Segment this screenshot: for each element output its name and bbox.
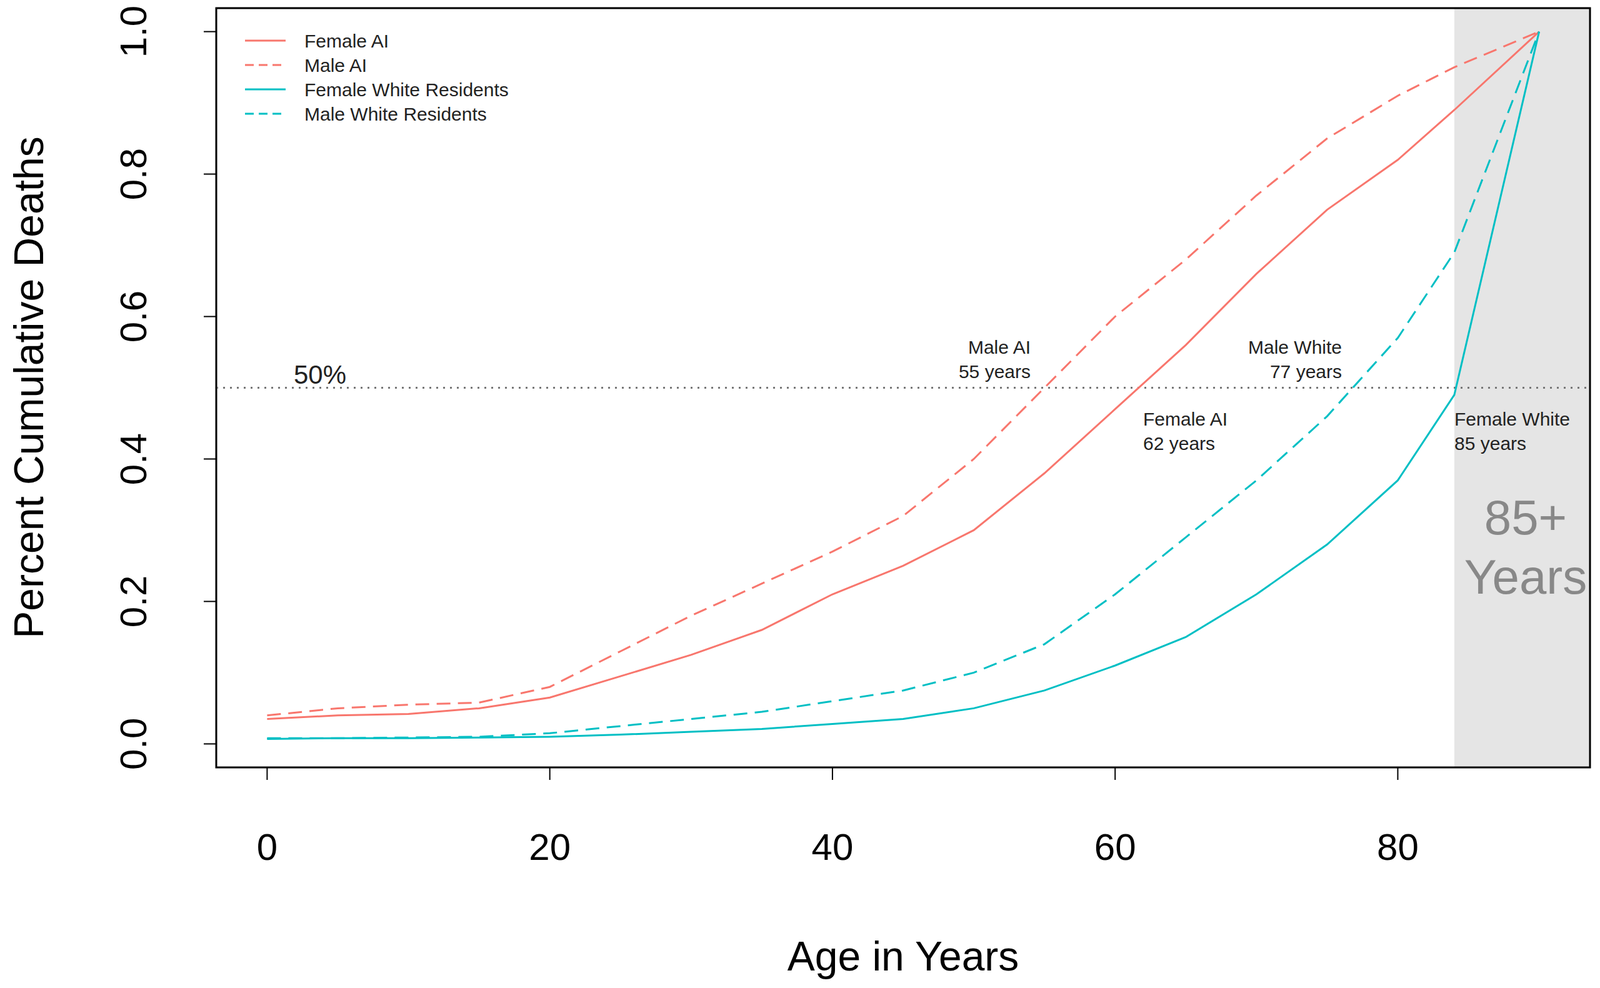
svg-text:50%: 50% bbox=[293, 360, 347, 390]
svg-text:Male AI: Male AI bbox=[304, 55, 367, 76]
svg-text:0.0: 0.0 bbox=[113, 718, 155, 770]
svg-text:Female White Residents: Female White Residents bbox=[304, 79, 509, 100]
svg-text:Female AI: Female AI bbox=[1143, 408, 1228, 430]
svg-text:0.2: 0.2 bbox=[113, 575, 155, 628]
svg-text:85 years: 85 years bbox=[1454, 433, 1527, 454]
svg-text:Years: Years bbox=[1464, 549, 1588, 605]
svg-text:62 years: 62 years bbox=[1143, 433, 1215, 454]
svg-text:0.6: 0.6 bbox=[113, 290, 155, 343]
svg-text:77 years: 77 years bbox=[1270, 361, 1342, 382]
svg-text:60: 60 bbox=[1094, 826, 1137, 869]
svg-text:40: 40 bbox=[811, 826, 854, 869]
svg-text:0.8: 0.8 bbox=[113, 148, 155, 200]
svg-text:Female White: Female White bbox=[1454, 408, 1570, 430]
svg-text:20: 20 bbox=[528, 826, 571, 869]
svg-text:Male White: Male White bbox=[1248, 336, 1342, 358]
svg-text:Percent Cumulative Deaths: Percent Cumulative Deaths bbox=[5, 136, 52, 639]
svg-text:55 years: 55 years bbox=[958, 361, 1031, 382]
svg-text:0: 0 bbox=[256, 826, 278, 869]
svg-text:Female AI: Female AI bbox=[304, 30, 389, 52]
svg-text:0.4: 0.4 bbox=[113, 433, 155, 485]
svg-text:1.0: 1.0 bbox=[113, 5, 155, 58]
svg-text:Age in Years: Age in Years bbox=[787, 933, 1020, 980]
svg-text:Male White Residents: Male White Residents bbox=[304, 103, 487, 125]
svg-text:85+: 85+ bbox=[1484, 490, 1567, 545]
svg-text:Male AI: Male AI bbox=[968, 336, 1031, 358]
svg-text:80: 80 bbox=[1376, 826, 1419, 869]
